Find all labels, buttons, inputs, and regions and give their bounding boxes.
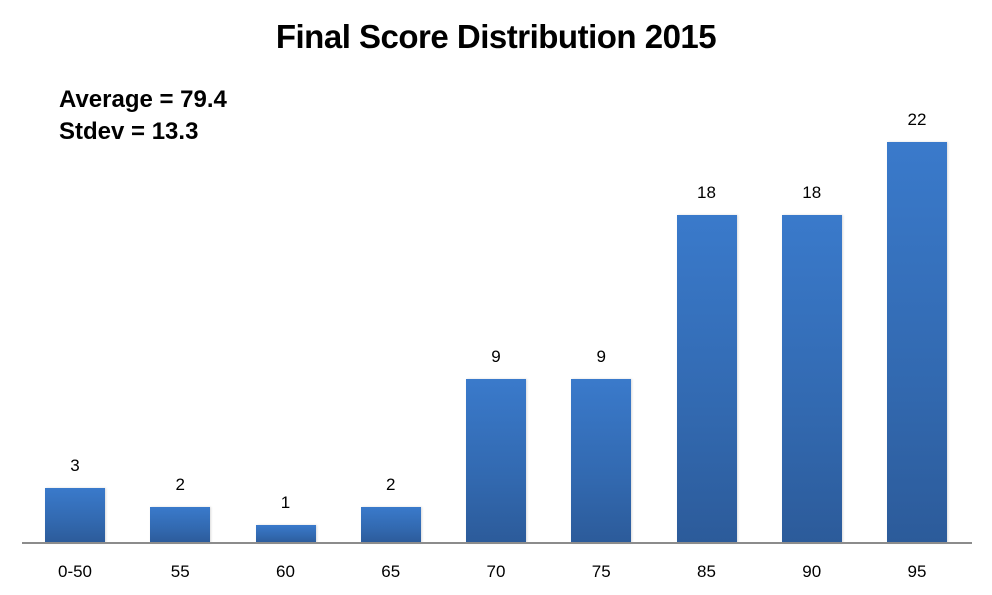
data-label: 3 <box>70 456 80 476</box>
chart-title: Final Score Distribution 2015 <box>275 18 717 55</box>
average-label: Average = 79.4 <box>59 86 227 113</box>
x-tick-label: 0-50 <box>57 562 93 581</box>
data-label: 18 <box>802 182 822 202</box>
x-tick-label: 90 <box>802 562 822 581</box>
x-tick-label: 60 <box>276 562 295 581</box>
data-label: 2 <box>175 474 185 494</box>
bar <box>255 524 316 543</box>
data-label: 2 <box>386 474 396 494</box>
x-tick-label: 65 <box>381 562 401 581</box>
x-tick-label: 55 <box>170 562 190 581</box>
data-label: 9 <box>491 346 501 366</box>
x-tick-label: 75 <box>591 562 611 581</box>
bar <box>45 488 105 543</box>
data-label: 9 <box>596 346 606 366</box>
x-tick-label: 85 <box>697 562 716 581</box>
stats-annotation: Average = 79.4 Stdev = 13.3 <box>59 84 227 148</box>
data-label: 18 <box>697 182 716 202</box>
bar <box>571 378 632 543</box>
data-label: 22 <box>907 109 927 129</box>
bar <box>150 506 211 543</box>
bar <box>781 214 842 543</box>
x-tick-label: 95 <box>907 562 927 581</box>
stdev-label: Stdev = 13.3 <box>59 118 199 145</box>
bar <box>466 378 526 543</box>
x-tick-label: 70 <box>486 562 506 581</box>
bar <box>887 141 947 543</box>
bar <box>360 506 421 543</box>
data-label: 1 <box>280 492 291 512</box>
x-axis-line <box>22 542 972 544</box>
bar <box>676 214 737 543</box>
